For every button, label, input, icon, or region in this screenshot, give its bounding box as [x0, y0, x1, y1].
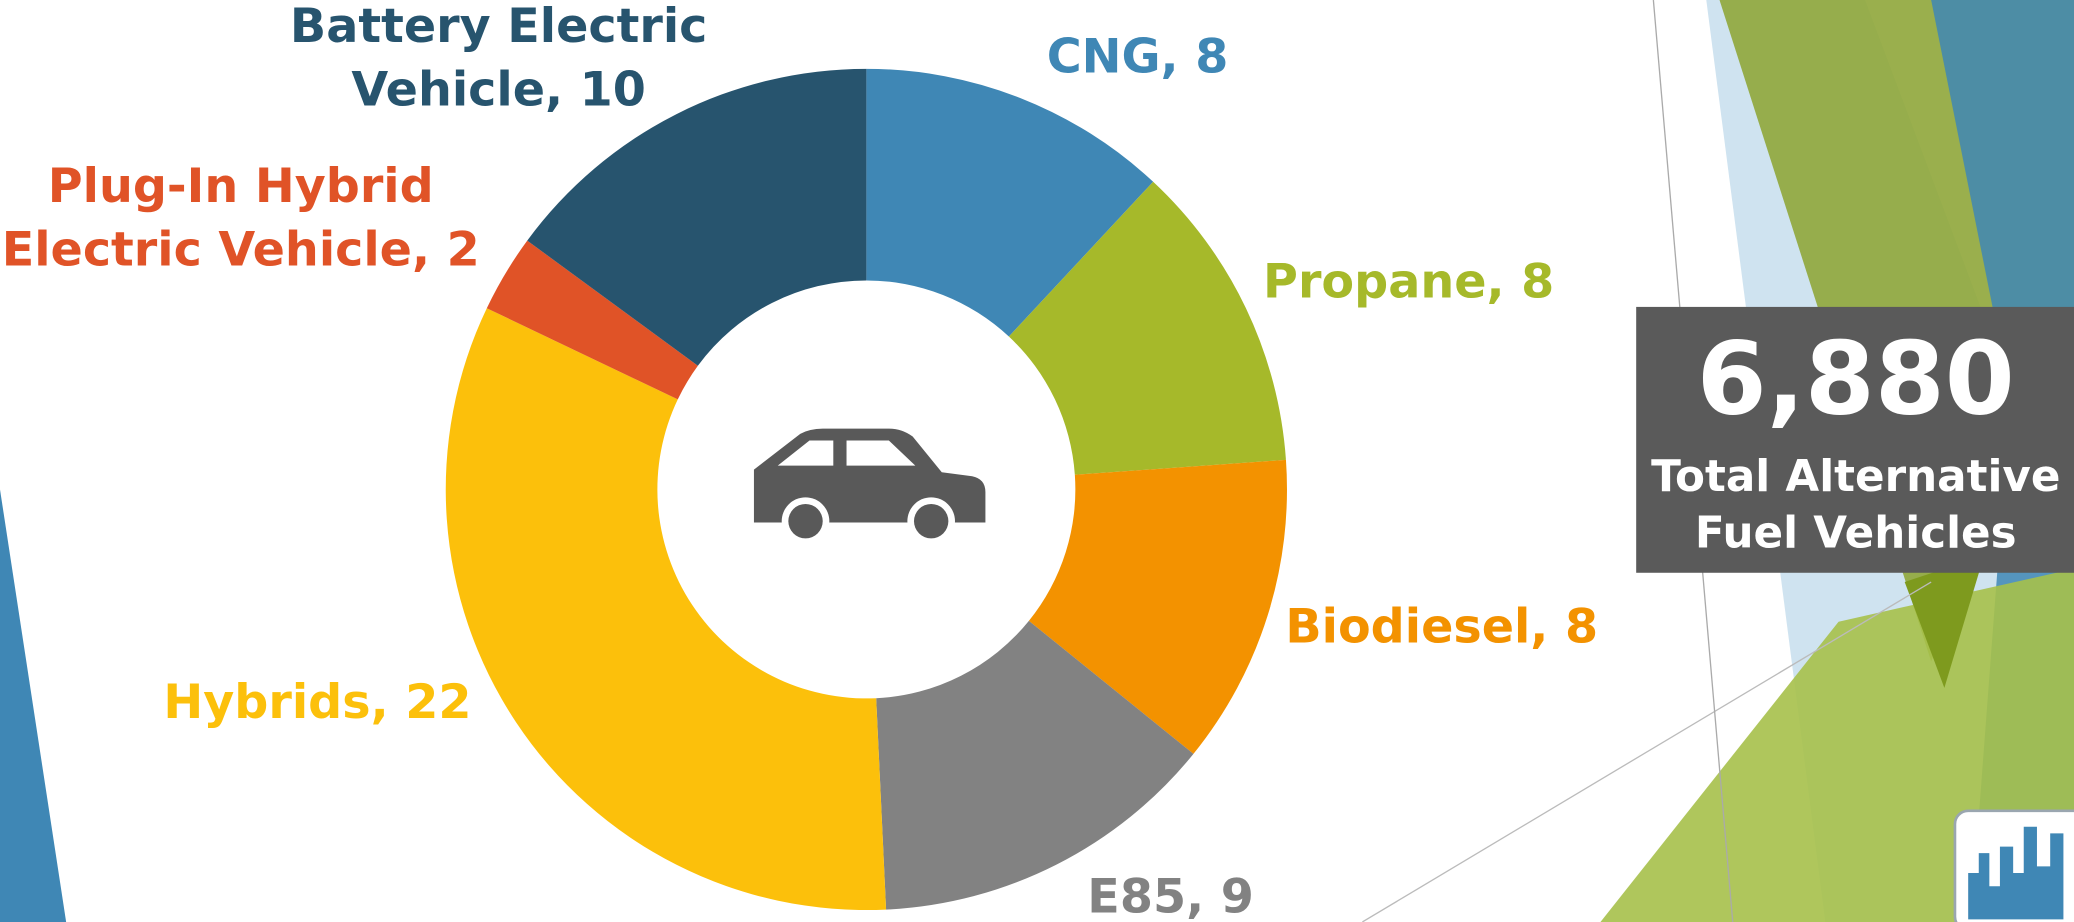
- logo: [1955, 811, 2074, 922]
- data-label: Vehicle, 10: [351, 63, 646, 118]
- data-label: Battery Electric: [290, 0, 707, 54]
- donut-slice: [446, 308, 886, 910]
- data-label: Electric Vehicle, 2: [2, 223, 480, 278]
- data-label: E85, 9: [1087, 869, 1254, 922]
- data-label: Plug-In Hybrid: [48, 159, 434, 214]
- data-label: CNG, 8: [1047, 30, 1229, 85]
- slide: CNG, 8 Propane, 8 Biodiesel, 8 E85, 9 Hybrid…: [0, 0, 2074, 922]
- callout-label: Total Alternative: [1651, 451, 2060, 502]
- callout-label: Fuel Vehicles: [1695, 508, 2017, 559]
- data-label: Propane, 8: [1263, 254, 1554, 309]
- data-label: Hybrids, 22: [163, 675, 471, 730]
- page: {"chart_data": {"type": "donut", "values…: [0, 0, 2074, 922]
- callout: 6,880 Total Alternative Fuel Vehicles: [1636, 307, 2074, 573]
- callout-value: 6,880: [1697, 321, 2015, 438]
- car-icon: [754, 429, 985, 545]
- data-label: Biodiesel, 8: [1285, 600, 1598, 655]
